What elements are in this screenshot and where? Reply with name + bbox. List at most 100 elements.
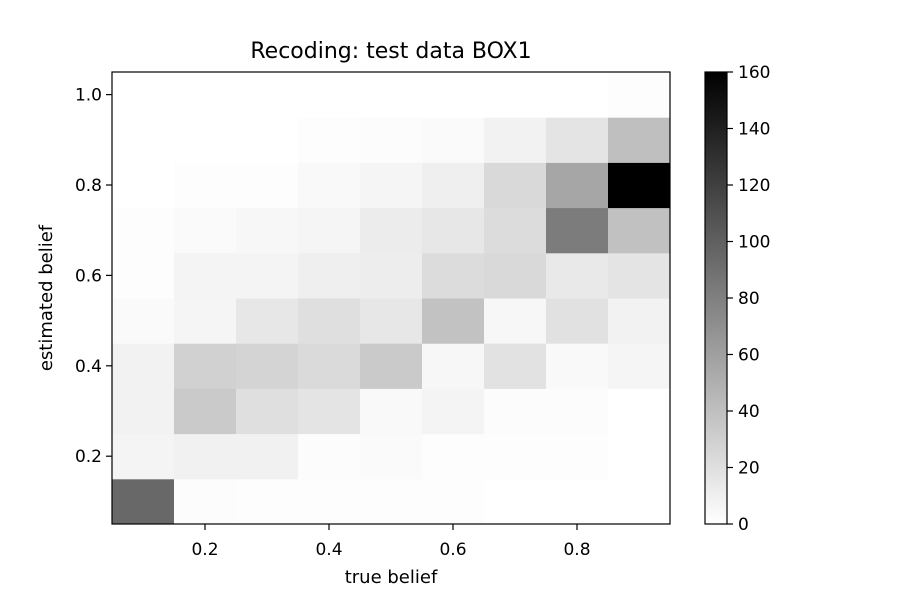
heatmap-cell (608, 343, 671, 389)
heatmap-cell (422, 252, 485, 299)
heatmap-cell (298, 117, 361, 163)
heatmap-cell (236, 162, 299, 209)
heatmap-cell (484, 433, 547, 480)
heatmap-cell (608, 207, 671, 254)
heatmap-cell (298, 343, 361, 389)
heatmap-cell (546, 343, 609, 389)
heatmap-cell (546, 433, 609, 480)
heatmap-cell (236, 343, 299, 389)
heatmap-cell (360, 388, 423, 435)
heatmap-cell (422, 388, 485, 435)
heatmap-cell (174, 298, 237, 344)
heatmap-cell (546, 117, 609, 163)
heatmap-cell (484, 252, 547, 299)
heatmap-cell (236, 72, 299, 118)
heatmap-cell (174, 433, 237, 480)
heatmap-cell (546, 478, 609, 525)
x-tick-label: 0.6 (439, 540, 466, 560)
heatmap-cell (422, 478, 485, 525)
y-tick-label: 0.4 (75, 357, 102, 377)
heatmap-cell (608, 298, 671, 344)
heatmap-cell (236, 388, 299, 435)
heatmap-cell (360, 298, 423, 344)
heatmap-cell (422, 298, 485, 344)
heatmap-cell (298, 252, 361, 299)
heatmap-cell (422, 117, 485, 163)
plot-frame (111, 71, 671, 525)
heatmap-cell (112, 298, 175, 344)
heatmap-cell (236, 207, 299, 254)
colorbar-tick-label: 20 (738, 459, 760, 479)
heatmap-cell (360, 162, 423, 209)
heatmap-cell (174, 117, 237, 163)
heatmap-cell (484, 207, 547, 254)
heatmap-cell (546, 207, 609, 254)
heatmap-cells (112, 72, 671, 525)
heatmap-cell (484, 117, 547, 163)
heatmap-cell (112, 207, 175, 254)
heatmap-cell (298, 388, 361, 435)
heatmap-cell (298, 162, 361, 209)
heatmap-cell (484, 72, 547, 118)
heatmap-cell (608, 72, 671, 118)
colorbar-tick-label: 160 (738, 63, 770, 83)
heatmap-cell (422, 72, 485, 118)
heatmap-cell (174, 388, 237, 435)
heatmap-cell (546, 162, 609, 209)
heatmap-cell (546, 72, 609, 118)
heatmap-cell (484, 343, 547, 389)
heatmap-cell (360, 207, 423, 254)
heatmap-cell (608, 162, 671, 209)
heatmap-cell (608, 478, 671, 525)
heatmap-cell (546, 252, 609, 299)
heatmap-cell (360, 343, 423, 389)
heatmap-cell (112, 72, 175, 118)
heatmap-cell (112, 478, 175, 525)
colorbar-tick-label: 60 (738, 346, 760, 366)
heatmap-cell (422, 207, 485, 254)
heatmap-cell (112, 343, 175, 389)
heatmap-cell (174, 478, 237, 525)
y-tick-label: 0.8 (75, 176, 102, 196)
heatmap-cell (484, 388, 547, 435)
heatmap-cell (174, 72, 237, 118)
heatmap-cell (236, 252, 299, 299)
heatmap-cell (608, 388, 671, 435)
heatmap-cell (112, 117, 175, 163)
heatmap-cell (298, 298, 361, 344)
x-axis-ticks: 0.2 0.4 0.6 0.8 (191, 524, 591, 560)
heatmap-cell (360, 433, 423, 480)
heatmap-cell (298, 478, 361, 525)
heatmap-cell (422, 162, 485, 209)
colorbar-tick-label: 80 (738, 289, 760, 309)
heatmap-cell (360, 478, 423, 525)
chart-title: Recoding: test data BOX1 (250, 39, 531, 64)
heatmap-cell (546, 298, 609, 344)
y-axis-ticks: 0.2 0.4 0.6 0.8 1.0 (75, 86, 112, 467)
heatmap-cell (298, 207, 361, 254)
heatmap-cell (546, 388, 609, 435)
y-tick-label: 1.0 (75, 86, 102, 106)
colorbar (704, 71, 728, 525)
heatmap-cell (484, 478, 547, 525)
heatmap-cell (360, 252, 423, 299)
colorbar-tick-label: 0 (738, 515, 749, 535)
heatmap-cell (112, 252, 175, 299)
colorbar-tick-label: 100 (738, 233, 770, 253)
heatmap-cell (236, 433, 299, 480)
heatmap-cell (236, 117, 299, 163)
heatmap-cell (360, 72, 423, 118)
heatmap-cell (174, 207, 237, 254)
heatmap-cell (422, 343, 485, 389)
heatmap-cell (484, 298, 547, 344)
heatmap-cell (236, 478, 299, 525)
heatmap-cell (608, 433, 671, 480)
colorbar-ticks: 0 20 40 60 80 100 120 140 160 (727, 63, 770, 535)
colorbar-tick-label: 140 (738, 120, 770, 140)
y-tick-label: 0.2 (75, 447, 102, 467)
x-tick-label: 0.8 (563, 540, 590, 560)
heatmap-cell (174, 252, 237, 299)
x-tick-label: 0.4 (315, 540, 342, 560)
x-tick-label: 0.2 (191, 540, 218, 560)
